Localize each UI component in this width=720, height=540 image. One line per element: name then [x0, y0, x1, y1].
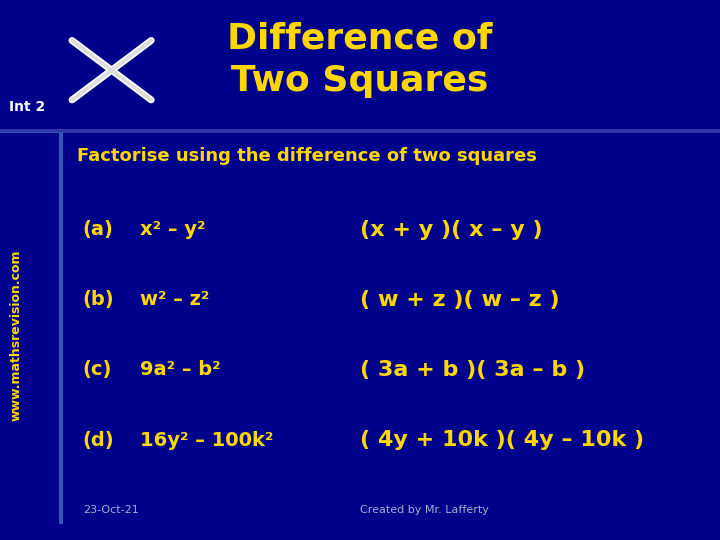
Text: ( 4y + 10k )( 4y – 10k ): ( 4y + 10k )( 4y – 10k ): [360, 430, 644, 450]
Text: (a): (a): [83, 220, 114, 239]
Bar: [0, 129, 720, 133]
Text: Created by Mr. Lafferty: Created by Mr. Lafferty: [360, 505, 489, 515]
Text: x² – y²: x² – y²: [140, 220, 206, 239]
Text: (c): (c): [83, 360, 112, 380]
Bar: [0, 132, 63, 133]
Text: (x + y )( x – y ): (x + y )( x – y ): [360, 219, 543, 240]
Text: www.mathsrevision.com: www.mathsrevision.com: [9, 249, 22, 421]
Text: ( 3a + b )( 3a – b ): ( 3a + b )( 3a – b ): [360, 360, 585, 380]
Text: 9a² – b²: 9a² – b²: [140, 360, 221, 380]
Text: (b): (b): [83, 290, 114, 309]
Text: Int 2: Int 2: [9, 100, 45, 114]
Text: Factorise using the difference of two squares: Factorise using the difference of two sq…: [77, 147, 537, 165]
Text: 16y² – 100k²: 16y² – 100k²: [140, 430, 274, 450]
Text: ( w + z )( w – z ): ( w + z )( w – z ): [360, 289, 559, 310]
Bar: [59, 133, 63, 524]
Text: (d): (d): [83, 430, 114, 450]
Text: w² – z²: w² – z²: [140, 290, 210, 309]
Text: 23-Oct-21: 23-Oct-21: [83, 505, 138, 515]
Text: Difference of
Two Squares: Difference of Two Squares: [228, 22, 492, 98]
